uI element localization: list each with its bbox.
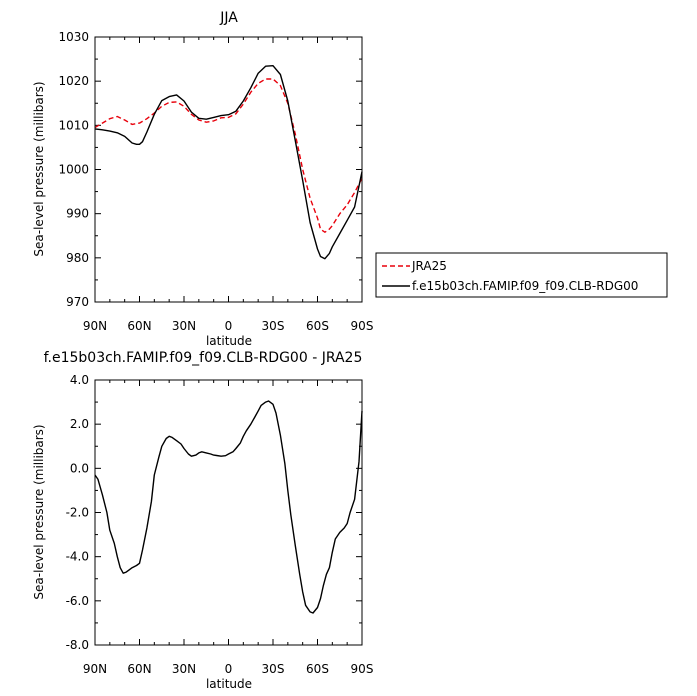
- bottom-plot-frame: [94, 379, 363, 646]
- top-panel: JJA 90N 60N 30N 0 30S 60S 90S 970 980 990 1000 1010…: [32, 10, 373, 348]
- top-x-tick-label: 90S: [351, 319, 374, 333]
- legend-label-model: f.e15b03ch.FAMIP.f09_f09.CLB-RDG00: [412, 279, 638, 293]
- legend-label-jra25: JRA25: [411, 259, 447, 273]
- top-x-tick-label: 60S: [306, 319, 329, 333]
- top-y-axis-label: Sea-level pressure (millibars): [32, 81, 46, 256]
- top-y-tick-label: 1000: [58, 163, 89, 177]
- bottom-y-tick-label: 2.0: [70, 417, 89, 431]
- top-y-tick-label: 990: [66, 207, 89, 221]
- legend: JRA25 f.e15b03ch.FAMIP.f09_f09.CLB-RDG00: [375, 252, 668, 298]
- bottom-series-line-0: [94, 400, 363, 614]
- bottom-panel: f.e15b03ch.FAMIP.f09_f09.CLB-RDG00 - JRA…: [32, 350, 373, 691]
- bottom-x-tick-label: 60N: [127, 662, 151, 676]
- top-x-tick-label: 30S: [262, 319, 285, 333]
- top-y-tick-label: 980: [66, 251, 89, 265]
- top-plot-frame: [94, 36, 363, 303]
- bottom-x-tick-label: 30N: [172, 662, 196, 676]
- bottom-y-tick-label: -4.0: [66, 550, 89, 564]
- bottom-x-axis-label: latitude: [206, 677, 252, 691]
- top-y-tick-label: 1030: [58, 30, 89, 44]
- bottom-x-tick-label: 60S: [306, 662, 329, 676]
- bottom-x-tick-label: 90S: [351, 662, 374, 676]
- bottom-y-tick-label: -2.0: [66, 506, 89, 520]
- legend-box: [375, 252, 668, 298]
- bottom-y-tick-label: 4.0: [70, 373, 89, 387]
- top-y-tick-label: 1020: [58, 74, 89, 88]
- bottom-y-tick-label: -8.0: [66, 638, 89, 652]
- bottom-y-axis-label: Sea-level pressure (millibars): [32, 424, 46, 599]
- top-x-tick-label: 90N: [83, 319, 107, 333]
- bottom-x-tick-label: 90N: [83, 662, 107, 676]
- top-y-tick-label: 970: [66, 295, 89, 309]
- top-x-axis-label: latitude: [206, 334, 252, 348]
- top-chart-title: JJA: [219, 10, 238, 26]
- top-series-line-0: [94, 78, 363, 233]
- bottom-x-tick-label: 30S: [262, 662, 285, 676]
- bottom-plot-area: 90N 60N 30N 0 30S 60S 90S -8.0 -6.0 -4.0 -2.0 0.0 2.…: [66, 373, 374, 676]
- top-series-line-1: [94, 64, 363, 260]
- bottom-x-tick-label: 0: [225, 662, 233, 676]
- top-x-tick-label: 30N: [172, 319, 196, 333]
- top-x-tick-label: 0: [225, 319, 233, 333]
- bottom-y-tick-label: -6.0: [66, 594, 89, 608]
- top-x-tick-label: 60N: [127, 319, 151, 333]
- bottom-y-tick-label: 0.0: [70, 461, 89, 475]
- bottom-chart-title: f.e15b03ch.FAMIP.f09_f09.CLB-RDG00 - JRA…: [44, 350, 363, 366]
- top-y-tick-label: 1010: [58, 118, 89, 132]
- top-plot-area: 90N 60N 30N 0 30S 60S 90S 970 980 990 1000 1010 1020…: [58, 30, 373, 333]
